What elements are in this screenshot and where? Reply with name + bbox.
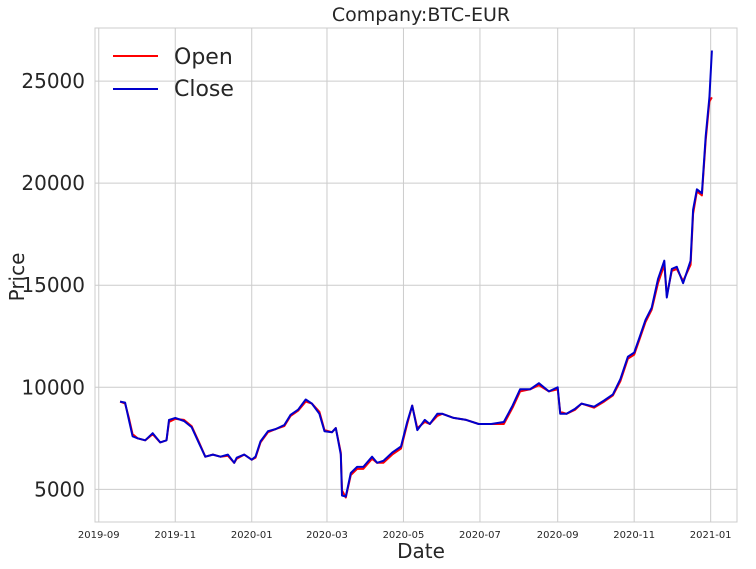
grid-lines: [95, 28, 737, 522]
x-tick-label: 2019-11: [154, 530, 196, 541]
open-price-line: [119, 96, 713, 499]
plot-frame: [94, 27, 738, 523]
y-tick-label: 5000: [34, 477, 85, 501]
legend: Open Close: [113, 45, 234, 102]
x-axis-label: Date: [397, 539, 445, 563]
close-price-line: [119, 50, 713, 498]
x-tick-label: 2020-03: [306, 530, 348, 541]
y-axis-label: Price: [5, 253, 29, 302]
x-tick-label: 2021-01: [690, 530, 732, 541]
y-tick-label: 10000: [21, 375, 85, 399]
x-tick-label: 2020-11: [613, 530, 655, 541]
y-tick-label: 15000: [21, 273, 85, 297]
x-tick-label: 2019-09: [78, 530, 120, 541]
x-tick-label: 2020-05: [383, 530, 425, 541]
series-layer: [119, 50, 713, 499]
x-axis-ticks: 2019-09 2019-11 2020-01 2020-03 2020-05 2020-…: [78, 530, 732, 541]
legend-open-label: Open: [174, 45, 233, 70]
y-tick-label: 20000: [21, 171, 85, 195]
legend-close-label: Close: [174, 77, 234, 102]
y-axis-ticks: 5000 10000 15000 20000 25000: [21, 69, 85, 501]
x-tick-label: 2020-09: [537, 530, 579, 541]
x-tick-label: 2020-01: [231, 530, 273, 541]
chart-title: Company:BTC-EUR: [332, 4, 510, 26]
x-tick-label: 2020-07: [459, 530, 501, 541]
y-tick-label: 25000: [21, 69, 85, 93]
